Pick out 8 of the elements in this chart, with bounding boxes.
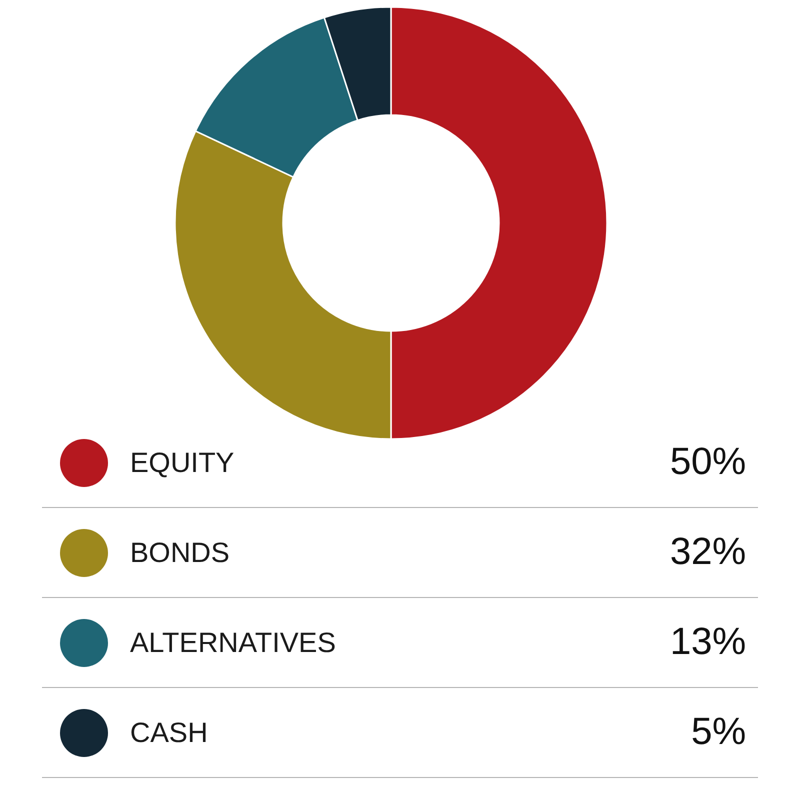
data-label: 32% [670,531,746,574]
data-label: 13% [670,621,746,664]
legend-label: BONDS [130,536,231,568]
data-label: 5% [691,711,746,754]
data-label: 50% [670,441,746,484]
legend-label: ALTERNATIVES [130,626,337,658]
legend-label: CASH [130,716,209,748]
legend-label: EQUITY [130,446,236,478]
